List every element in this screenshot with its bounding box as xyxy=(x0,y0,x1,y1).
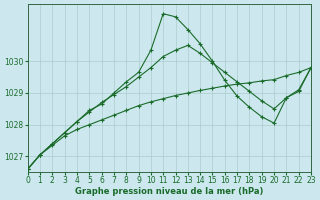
X-axis label: Graphe pression niveau de la mer (hPa): Graphe pression niveau de la mer (hPa) xyxy=(75,187,264,196)
